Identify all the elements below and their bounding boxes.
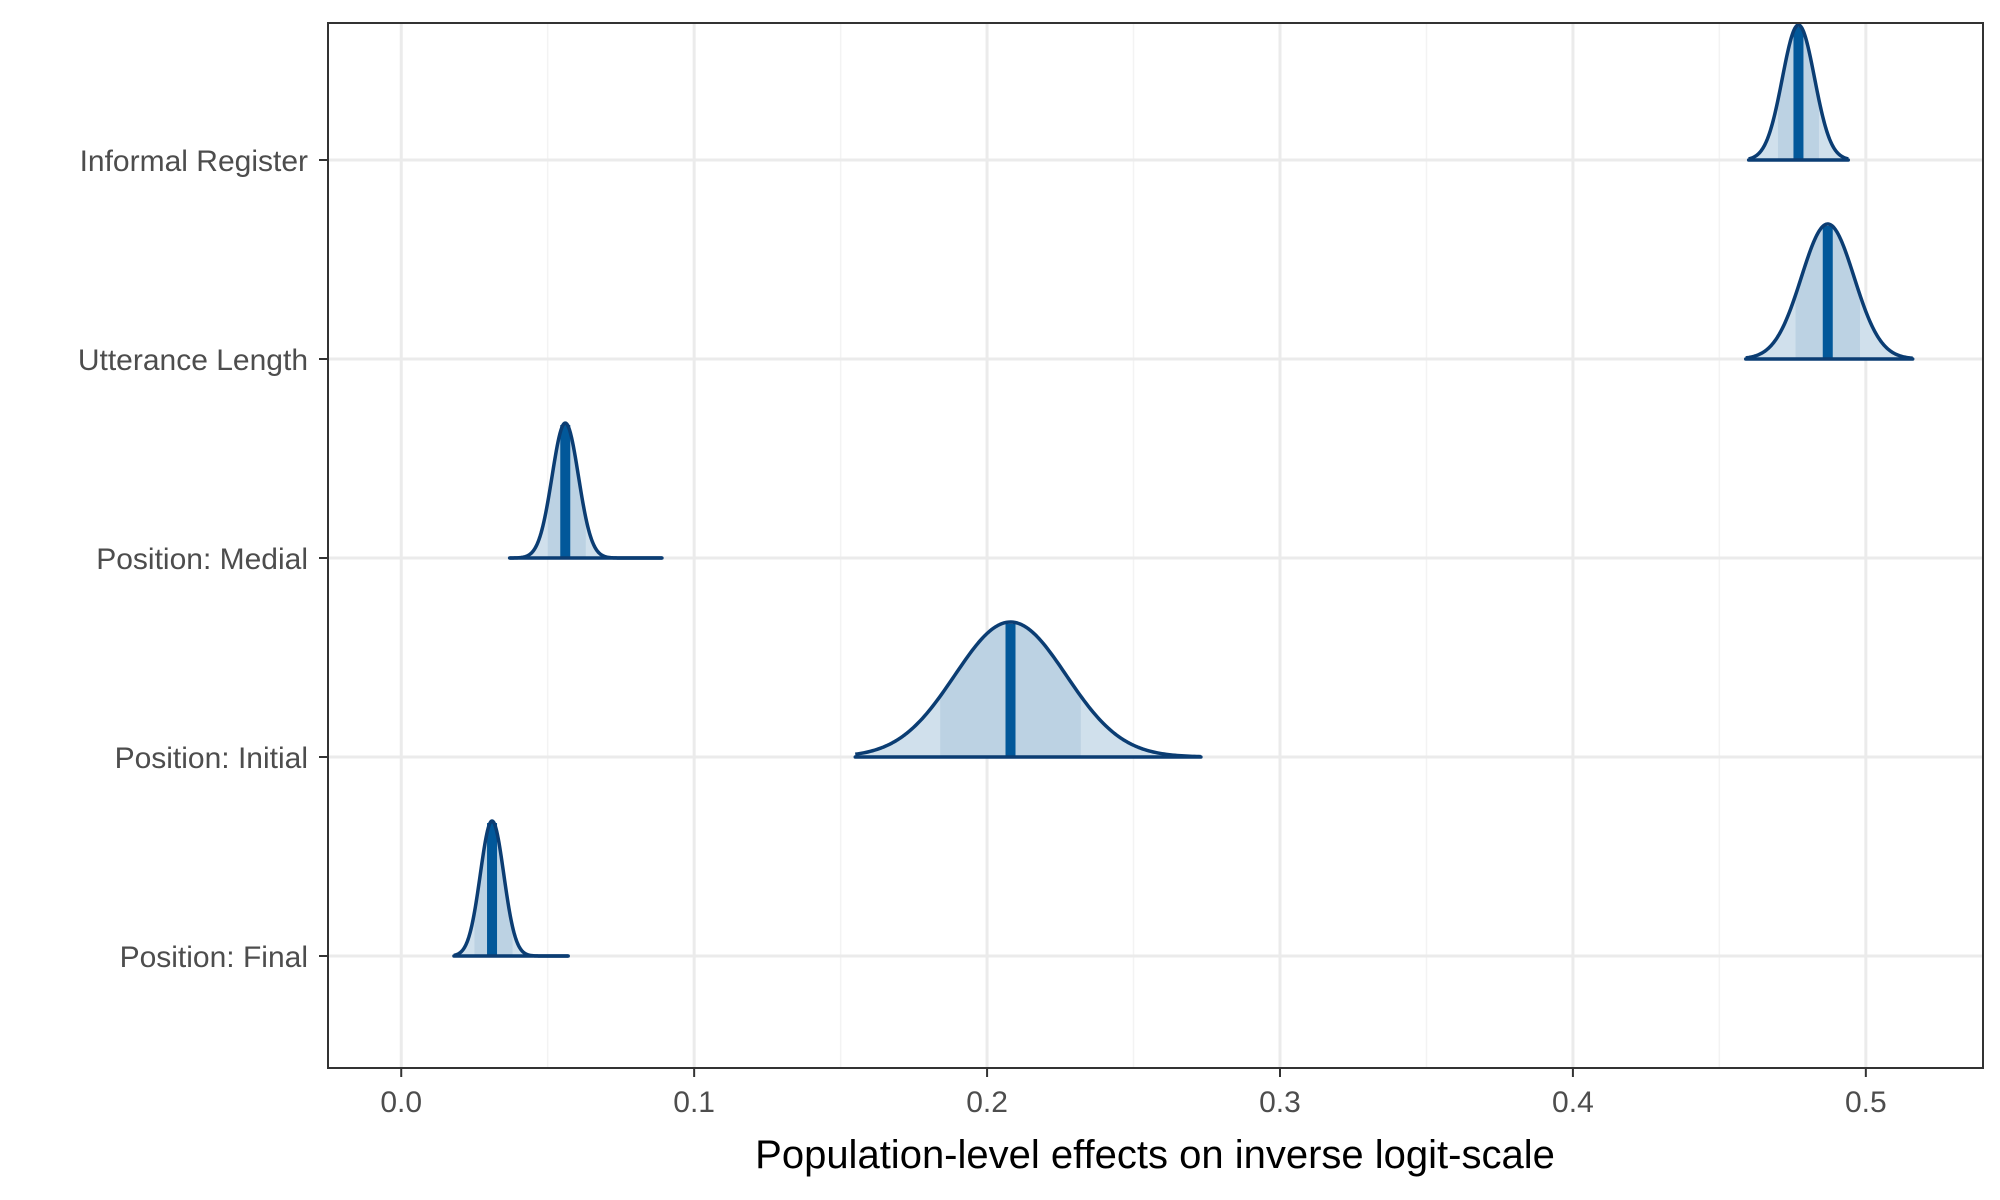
- ridge-position-final: [452, 819, 570, 958]
- ridge-position-initial: [853, 620, 1203, 759]
- x-tick-label: 0.1: [673, 1086, 715, 1119]
- density-outline: [1747, 23, 1850, 161]
- y-axis: Informal Register Utterance Length Positio…: [78, 145, 328, 974]
- density-ridges: [452, 23, 1915, 958]
- y-tick-label: Position: Medial: [96, 543, 308, 576]
- y-tick-label: Utterance Length: [78, 344, 308, 377]
- y-tick-label: Informal Register: [80, 145, 308, 178]
- density-outline: [1745, 222, 1914, 360]
- x-tick-label: 0.3: [1259, 1086, 1301, 1119]
- x-axis-title: Population-level effects on inverse logi…: [755, 1133, 1555, 1177]
- y-tick-label: Position: Initial: [115, 742, 308, 775]
- x-tick-label: 0.0: [380, 1086, 422, 1119]
- density-outline: [855, 620, 1201, 759]
- panel-border: [327, 22, 1984, 1069]
- ridge-position-medial: [507, 421, 664, 560]
- x-tick-label: 0.2: [966, 1086, 1008, 1119]
- x-tick-label: 0.5: [1845, 1086, 1887, 1119]
- y-tick-label: Position: Final: [120, 941, 308, 974]
- panel-background: [328, 23, 1983, 1068]
- x-tick-label: 0.4: [1552, 1086, 1594, 1119]
- x-axis: 0.0 0.1 0.2 0.3 0.4 0.5: [380, 1068, 1887, 1119]
- ridge-informal-register: [1746, 23, 1851, 162]
- ridge-utterance-length: [1743, 222, 1915, 361]
